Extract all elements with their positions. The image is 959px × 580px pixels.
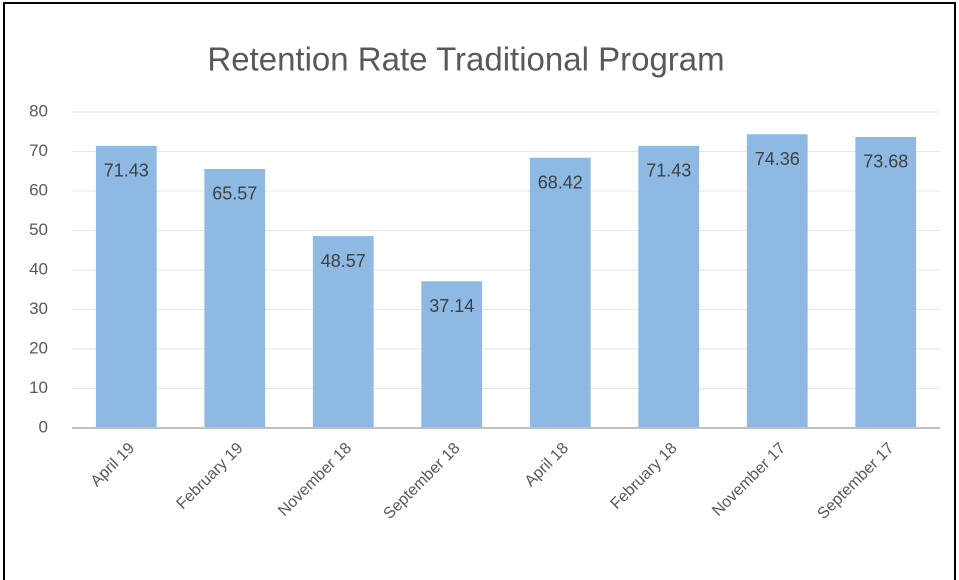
chart-title: Retention Rate Traditional Program — [207, 41, 724, 78]
data-label: 48.57 — [321, 251, 366, 271]
y-tick-label: 50 — [29, 220, 48, 239]
data-label: 37.14 — [429, 296, 474, 316]
bar — [855, 136, 917, 429]
bar — [95, 145, 157, 428]
y-tick-label: 40 — [29, 259, 48, 278]
data-label: 71.43 — [646, 161, 691, 181]
bar — [746, 134, 808, 428]
y-tick-label: 80 — [29, 101, 48, 120]
data-label: 68.42 — [538, 172, 583, 192]
y-tick-label: 70 — [29, 141, 48, 160]
data-label: 65.57 — [212, 184, 257, 204]
bar — [529, 157, 591, 428]
data-label: 73.68 — [863, 152, 908, 172]
bar — [638, 145, 700, 428]
y-tick-label: 30 — [29, 299, 48, 318]
data-label: 71.43 — [104, 161, 149, 181]
bar — [312, 236, 374, 428]
y-tick-label: 0 — [39, 417, 48, 436]
y-tick-label: 20 — [29, 338, 48, 357]
bar — [204, 168, 266, 428]
y-tick-label: 60 — [29, 180, 48, 199]
bar — [421, 281, 483, 428]
data-label: 74.36 — [755, 149, 800, 169]
y-tick-label: 10 — [29, 378, 48, 397]
